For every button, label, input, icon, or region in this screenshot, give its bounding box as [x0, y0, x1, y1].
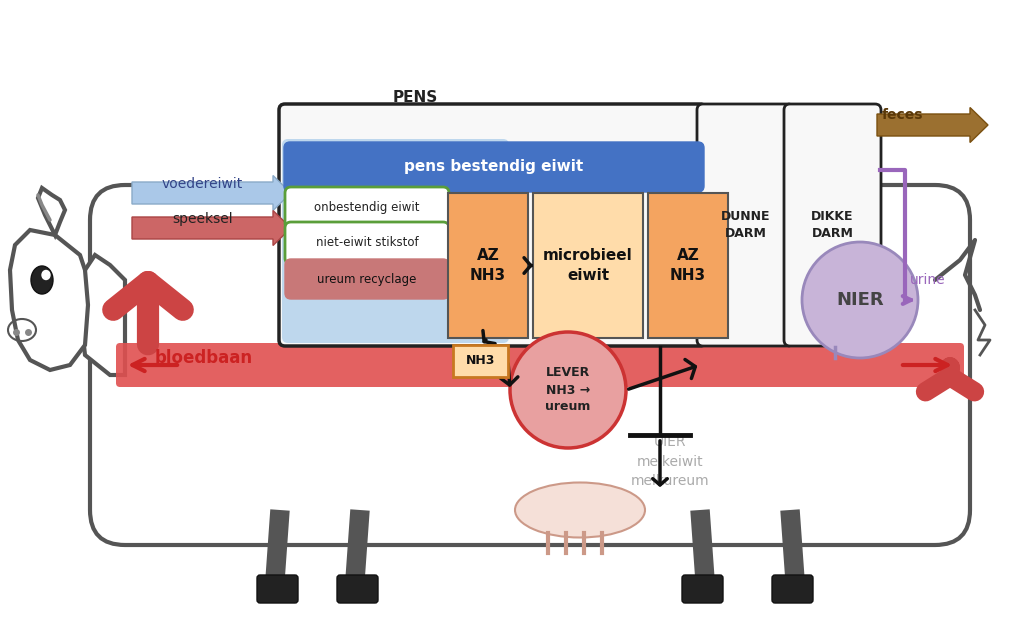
FancyBboxPatch shape: [337, 575, 378, 603]
FancyBboxPatch shape: [116, 343, 964, 387]
Text: PENS: PENS: [392, 90, 437, 105]
Text: DIKKE
DARM: DIKKE DARM: [811, 210, 854, 240]
FancyArrow shape: [132, 210, 291, 246]
FancyBboxPatch shape: [279, 104, 706, 346]
FancyBboxPatch shape: [285, 222, 449, 264]
Text: feces: feces: [882, 108, 924, 122]
FancyBboxPatch shape: [285, 187, 449, 229]
Text: NIER: NIER: [837, 291, 884, 309]
Polygon shape: [10, 230, 88, 370]
Text: NH3: NH3: [466, 354, 496, 367]
Text: bloedbaan: bloedbaan: [155, 349, 253, 367]
FancyBboxPatch shape: [453, 345, 508, 377]
Text: AZ
NH3: AZ NH3: [670, 247, 707, 283]
FancyBboxPatch shape: [697, 104, 794, 346]
Text: pens bestendig eiwit: pens bestendig eiwit: [404, 160, 584, 175]
Ellipse shape: [515, 482, 645, 538]
FancyBboxPatch shape: [784, 104, 881, 346]
FancyBboxPatch shape: [257, 575, 298, 603]
Circle shape: [802, 242, 918, 358]
FancyBboxPatch shape: [772, 575, 813, 603]
Ellipse shape: [31, 266, 53, 294]
Polygon shape: [38, 188, 65, 235]
Text: onbestendig eiwit: onbestendig eiwit: [314, 202, 420, 215]
Text: speeksel: speeksel: [172, 212, 232, 226]
Text: DUNNE
DARM: DUNNE DARM: [721, 210, 770, 240]
Circle shape: [510, 332, 626, 448]
Text: ureum recyclage: ureum recyclage: [317, 273, 417, 286]
FancyArrow shape: [877, 107, 988, 143]
Text: voedereiwit: voedereiwit: [162, 177, 243, 191]
Text: UIER
melkeiwit
melkureum: UIER melkeiwit melkureum: [631, 435, 710, 488]
Text: niet-eiwit stikstof: niet-eiwit stikstof: [315, 237, 419, 249]
FancyArrow shape: [132, 175, 291, 210]
FancyBboxPatch shape: [284, 142, 705, 192]
FancyBboxPatch shape: [282, 139, 509, 343]
Text: microbieel
eiwit: microbieel eiwit: [543, 247, 633, 283]
FancyBboxPatch shape: [648, 193, 728, 338]
Ellipse shape: [42, 271, 50, 279]
Text: AZ
NH3: AZ NH3: [470, 247, 506, 283]
Text: LEVER
NH3 →
ureum: LEVER NH3 → ureum: [546, 367, 591, 413]
FancyBboxPatch shape: [449, 193, 528, 338]
FancyBboxPatch shape: [285, 259, 449, 299]
Text: urine: urine: [910, 273, 945, 287]
FancyBboxPatch shape: [682, 575, 723, 603]
FancyBboxPatch shape: [534, 193, 643, 338]
Polygon shape: [80, 255, 125, 375]
